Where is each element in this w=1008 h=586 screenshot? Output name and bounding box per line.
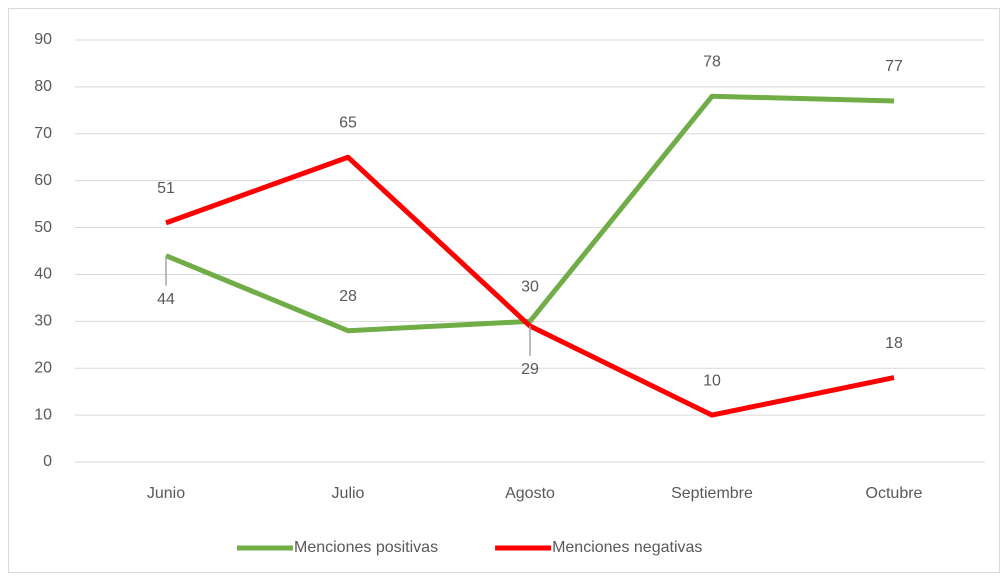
y-tick-label: 90 bbox=[34, 31, 52, 48]
data-label: 30 bbox=[521, 279, 539, 296]
y-tick-label: 40 bbox=[34, 266, 52, 283]
data-label: 18 bbox=[885, 335, 903, 352]
x-tick-label: Junio bbox=[147, 485, 185, 502]
y-tick-label: 20 bbox=[34, 359, 52, 376]
data-label: 44 bbox=[157, 291, 175, 308]
data-label: 78 bbox=[703, 53, 721, 70]
y-tick-label: 0 bbox=[43, 453, 52, 470]
y-tick-label: 70 bbox=[34, 125, 52, 142]
data-label: 65 bbox=[339, 114, 357, 131]
x-tick-label: Septiembre bbox=[671, 485, 753, 502]
x-tick-label: Octubre bbox=[866, 485, 923, 502]
data-label: 77 bbox=[885, 58, 903, 75]
y-tick-label: 80 bbox=[34, 78, 52, 95]
chart-border bbox=[8, 8, 1000, 573]
series-line bbox=[165, 154, 895, 418]
data-label: 51 bbox=[157, 180, 175, 197]
data-label: 29 bbox=[521, 361, 539, 378]
data-label: 10 bbox=[703, 372, 721, 389]
y-tick-label: 10 bbox=[34, 406, 52, 423]
data-label: 28 bbox=[339, 288, 357, 305]
y-tick-label: 50 bbox=[34, 219, 52, 236]
x-tick-label: Julio bbox=[332, 485, 365, 502]
legend-label: Menciones negativas bbox=[552, 539, 702, 556]
legend-label: Menciones positivas bbox=[294, 539, 438, 556]
y-tick-label: 60 bbox=[34, 172, 52, 189]
series-line bbox=[165, 93, 895, 334]
y-tick-label: 30 bbox=[34, 313, 52, 330]
x-tick-label: Agosto bbox=[505, 485, 555, 502]
